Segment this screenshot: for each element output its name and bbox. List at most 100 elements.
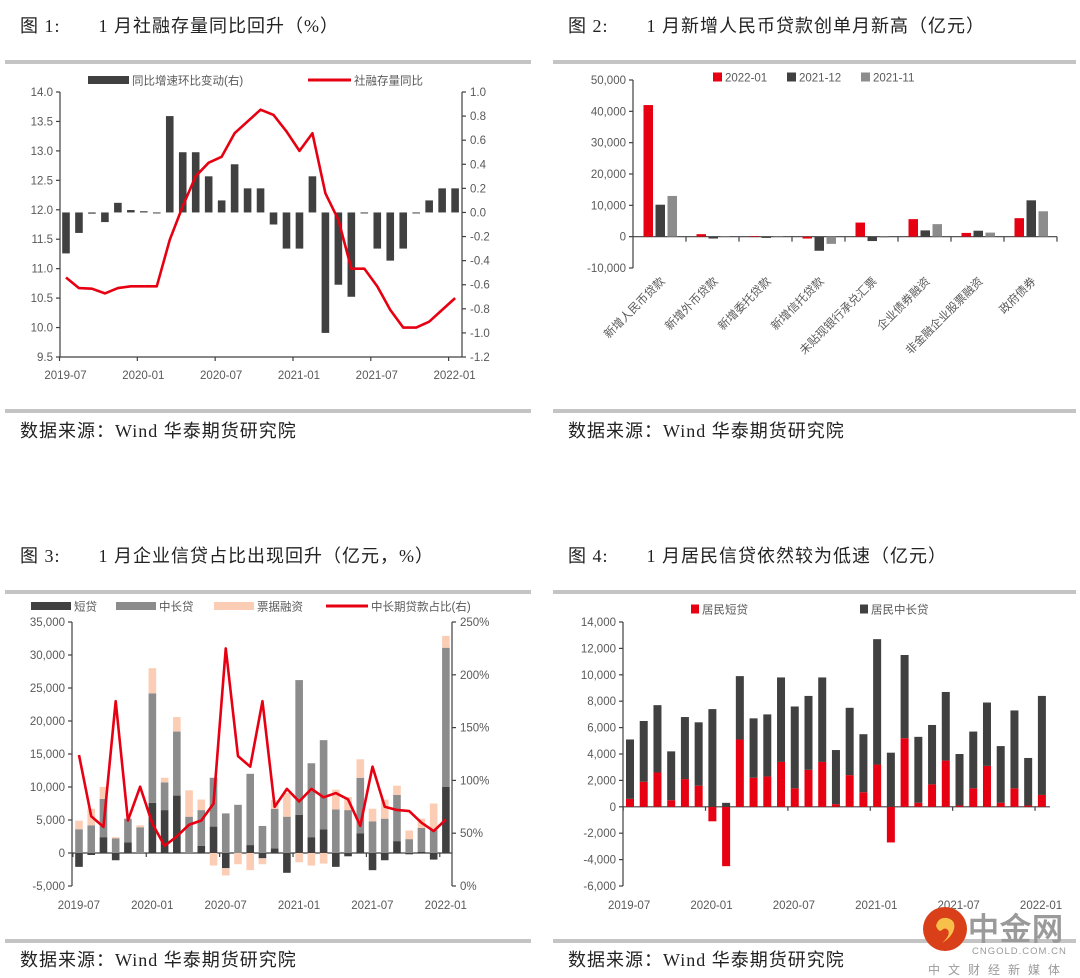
- left-y-tick-label: 10,000: [581, 670, 616, 682]
- stacked-bar-segment: [87, 825, 95, 853]
- stacked-bar-segment: [777, 762, 785, 807]
- stacked-bar-segment: [736, 676, 744, 739]
- x-tick-label: 2019-07: [58, 900, 100, 912]
- left-y-tick-label: -4,000: [583, 855, 616, 867]
- stacked-bar-segment: [859, 734, 867, 792]
- bar: [88, 212, 96, 213]
- right-y-tick-label: -1.2: [470, 352, 490, 364]
- stacked-bar-segment: [185, 790, 193, 816]
- watermark-name: 中金网: [968, 904, 1064, 949]
- bar: [140, 211, 148, 212]
- divider: [553, 409, 1076, 413]
- left-y-tick-label: 20,000: [30, 716, 65, 728]
- legend-label: 同比增速环比变动(右): [132, 74, 243, 88]
- stacked-bar-segment: [1038, 795, 1046, 807]
- stacked-bar-segment: [320, 829, 328, 853]
- bar: [668, 196, 678, 237]
- stacked-bar-segment: [381, 819, 389, 853]
- x-tick-label: 2021-07: [351, 900, 393, 912]
- stacked-bar-segment: [681, 779, 689, 807]
- stacked-bar-segment: [736, 739, 744, 806]
- legend-swatch: [88, 76, 129, 84]
- chart-3: 35,00030,00025,00020,00015,00010,0005,00…: [0, 590, 530, 930]
- stacked-bar-segment: [969, 732, 977, 789]
- bar: [373, 212, 381, 248]
- bar: [933, 224, 943, 237]
- stacked-bar-segment: [722, 807, 730, 866]
- stacked-bar-segment: [295, 853, 303, 862]
- bar: [986, 233, 996, 237]
- bar: [868, 237, 878, 241]
- stacked-bar-segment: [75, 829, 83, 853]
- right-y-tick-label: -1.0: [470, 328, 490, 340]
- stacked-bar-segment: [1024, 805, 1032, 806]
- x-tick-label: 2021-07: [356, 370, 398, 382]
- stacked-bar-segment: [708, 709, 716, 807]
- bar: [296, 212, 304, 248]
- bar: [166, 116, 174, 212]
- figure-number: 图 3:: [20, 546, 61, 566]
- stacked-bar-segment: [246, 853, 254, 870]
- legend-label: 2021-11: [873, 73, 914, 85]
- legend-swatch: [214, 602, 254, 610]
- legend-swatch: [691, 605, 699, 614]
- right-y-tick-label: 0.0: [470, 207, 486, 219]
- bar: [1039, 211, 1049, 236]
- x-tick-label: 2020-07: [205, 900, 247, 912]
- stacked-bar-segment: [87, 853, 95, 855]
- stacked-bar-segment: [405, 839, 413, 853]
- stacked-bar-segment: [100, 837, 108, 853]
- stacked-bar-segment: [320, 740, 328, 829]
- left-y-tick-label: 12.0: [31, 205, 53, 217]
- stacked-bar-segment: [873, 765, 881, 807]
- bar: [909, 219, 919, 237]
- figure-title-text: 1 月企业信贷占比出现回升（亿元，%）: [99, 546, 435, 566]
- stacked-bar-segment: [695, 722, 703, 785]
- chart-4: 14,00012,00010,0008,0006,0004,0002,0000-…: [553, 590, 1076, 930]
- stacked-bar-segment: [369, 821, 377, 853]
- stacked-bar-segment: [234, 805, 242, 853]
- right-y-tick-label: 0.2: [470, 183, 486, 195]
- stacked-bar-segment: [914, 737, 922, 803]
- bar: [127, 210, 135, 212]
- bar: [231, 164, 239, 212]
- figure-title-text: 1 月新增人民币贷款创单月新高（亿元）: [647, 16, 986, 36]
- left-y-tick-label: 10,000: [591, 200, 626, 212]
- left-y-tick-label: -10,000: [587, 263, 626, 275]
- stacked-bar-segment: [695, 786, 703, 807]
- stacked-bar-segment: [750, 778, 758, 807]
- stacked-bar-segment: [640, 721, 648, 782]
- legend-swatch: [860, 605, 868, 614]
- x-tick-label: 2020-01: [690, 900, 732, 912]
- stacked-bar-segment: [75, 821, 83, 830]
- right-y-tick-label: 0.8: [470, 111, 486, 123]
- legend-label: 中长期贷款占比(右): [371, 600, 471, 614]
- bar: [880, 237, 890, 238]
- stacked-bar-segment: [626, 799, 634, 807]
- right-y-tick-label: -0.2: [470, 232, 490, 244]
- stacked-bar-segment: [997, 746, 1005, 803]
- stacked-bar-segment: [295, 815, 303, 853]
- bar: [75, 212, 83, 232]
- left-y-tick-label: 25,000: [30, 683, 65, 695]
- stacked-bar-segment: [804, 696, 812, 770]
- bar: [962, 233, 972, 237]
- stacked-bar-segment: [956, 805, 964, 806]
- stacked-bar-segment: [653, 772, 661, 806]
- left-y-tick-label: 30,000: [591, 138, 626, 150]
- figure-number: 图 2:: [568, 16, 609, 36]
- figure-title-text: 1 月社融存量同比回升（%）: [99, 16, 340, 36]
- source-note: 数据来源：Wind 华泰期货研究院: [568, 946, 845, 972]
- left-y-tick-label: 2,000: [587, 775, 616, 787]
- right-y-tick-label: 0.6: [470, 135, 486, 147]
- right-y-tick-label: 0.4: [470, 159, 487, 171]
- category-label: 企业债券融资: [874, 274, 933, 333]
- left-y-tick-label: 40,000: [591, 106, 626, 118]
- stacked-bar-segment: [344, 853, 352, 856]
- stacked-bar-segment: [173, 717, 181, 732]
- stacked-bar-segment: [75, 853, 83, 867]
- legend-label: 短贷: [74, 600, 97, 614]
- bar: [309, 176, 317, 212]
- stacked-bar-segment: [222, 868, 230, 875]
- stacked-bar-segment: [777, 677, 785, 761]
